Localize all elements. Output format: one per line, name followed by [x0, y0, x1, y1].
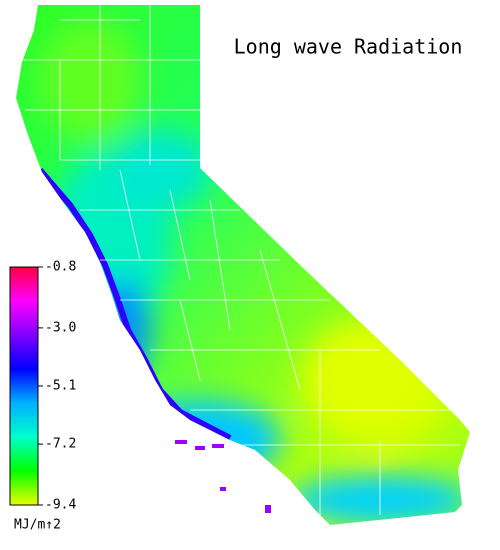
colorbar-ticks: -0.8 -3.0 -5.1 -7.2 -9.4	[38, 260, 76, 513]
map-title: Long wave Radiation	[234, 35, 463, 59]
tick-label: -5.1	[45, 379, 76, 394]
colorbar	[9, 266, 39, 506]
islands	[175, 440, 271, 513]
unit-label: MJ/m↑2	[14, 518, 61, 533]
tick-label: -0.8	[45, 260, 76, 275]
tick-label: -3.0	[45, 320, 76, 335]
tick-label: -9.4	[45, 498, 76, 513]
tick-label: -7.2	[45, 437, 76, 452]
